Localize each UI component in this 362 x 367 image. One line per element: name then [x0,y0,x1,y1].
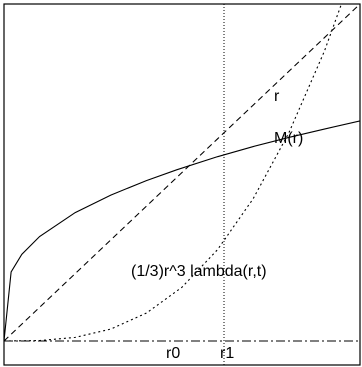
plot-border [3,3,361,366]
series-label-m-r: M(r) [274,130,303,147]
series-line-lambda [4,4,343,342]
marker-label-r0: r0 [166,345,180,362]
series-label-lambda: (1/3)r^3 lambda(r,t) [131,263,267,280]
series-line-r [4,4,360,342]
marker-label-r1: r1 [220,345,234,362]
series-line-m-r [4,120,360,342]
series-layer [4,4,360,342]
plot-frame [3,3,361,366]
series-label-r: r [274,88,280,105]
